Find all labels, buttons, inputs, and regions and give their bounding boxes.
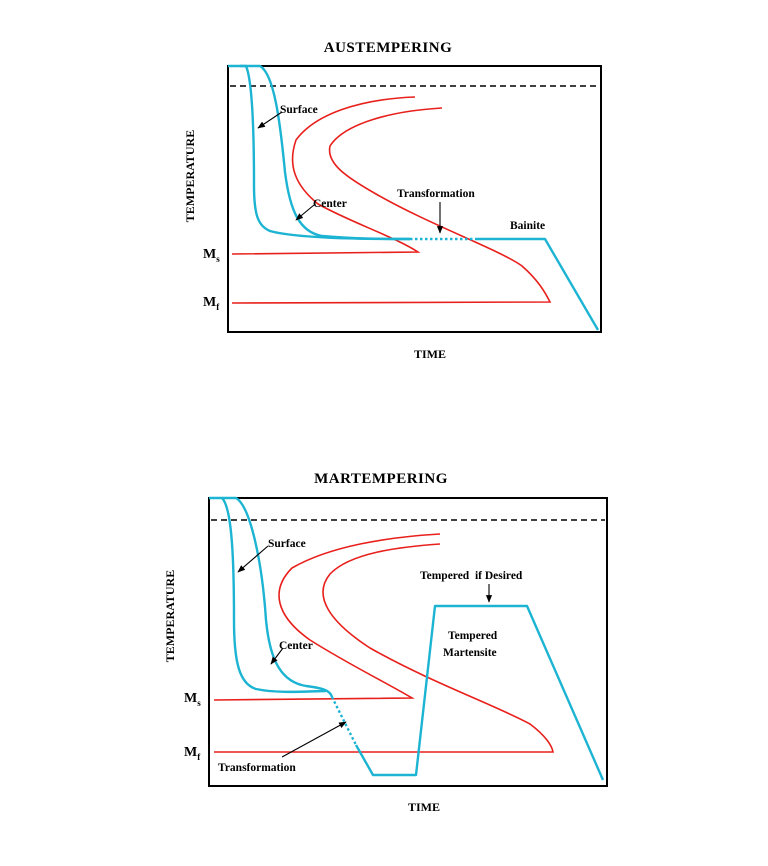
martempering-transformation-arrow <box>281 721 347 758</box>
martempering-transformation-dotted-segment <box>330 696 358 746</box>
austempering-surface-label: Surface <box>280 104 318 116</box>
austempering-surface-arrow <box>257 111 283 129</box>
austempering-transformation-end-curve <box>231 107 552 304</box>
martempering-x-axis-label: TIME <box>408 800 440 814</box>
martempering-tempered-martensite-line2: Martensite <box>443 647 497 659</box>
martempering-surface-cooling-curve <box>209 496 327 694</box>
martempering-tempered-martensite-line1: Tempered <box>448 630 498 642</box>
martempering-transformation-start-curve <box>213 533 441 701</box>
austempering-bainite-hold-and-cooling <box>477 237 600 331</box>
martempering-mf-label: Mf <box>184 745 201 762</box>
austempering-center-label: Center <box>313 198 347 210</box>
martempering-transformation-label: Transformation <box>218 762 296 774</box>
austempering-plot-frame <box>227 65 602 333</box>
austempering-y-axis-label: TEMPERATURE <box>183 130 197 222</box>
martempering-transformation-end-curve <box>214 543 554 753</box>
austempering-transformation-label: Transformation <box>397 188 475 200</box>
austempering-center-arrow <box>295 204 315 221</box>
martempering-surface-label: Surface <box>268 538 306 550</box>
martempering-plot-frame <box>208 497 608 787</box>
austempering-ms-label: Ms <box>203 247 220 264</box>
martempering-center-label: Center <box>279 640 313 652</box>
austempering-transformation-start-curve <box>231 96 421 255</box>
austempering-surface-cooling-curve <box>228 64 411 241</box>
martempering-quench-temper-path <box>354 604 605 781</box>
martempering-center-arrow <box>270 647 284 665</box>
martempering-panel: MARTEMPERING TEMPERATURE TIME Ms Mf Surf… <box>163 471 608 814</box>
austempering-bainite-label: Bainite <box>510 220 545 232</box>
martempering-title: MARTEMPERING <box>314 471 448 487</box>
austempering-center-cooling-curve <box>240 64 411 241</box>
austempering-panel: AUSTEMPERING TEMPERATURE TIME Ms Mf Surf… <box>183 40 602 361</box>
martempering-center-cooling-curve <box>222 496 334 698</box>
austempering-mf-label: Mf <box>203 295 220 312</box>
martempering-y-axis-label: TEMPERATURE <box>163 570 177 662</box>
austempering-x-axis-label: TIME <box>414 347 446 361</box>
martempering-ms-label: Ms <box>184 691 201 708</box>
martempering-tempered-if-desired-label: Tempered if Desired <box>420 570 523 582</box>
austempering-title: AUSTEMPERING <box>324 40 453 56</box>
martempering-surface-arrow <box>237 545 269 573</box>
